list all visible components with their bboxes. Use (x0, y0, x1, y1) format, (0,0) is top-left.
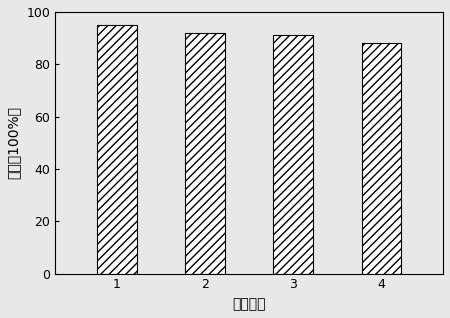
X-axis label: 循环次数: 循环次数 (232, 297, 266, 311)
Bar (185, 33, 225, 273)
Bar (361, 43, 401, 273)
Y-axis label: 得率（100%）: 得率（100%） (7, 106, 21, 179)
Bar (97, 25, 137, 273)
Bar (274, 36, 313, 273)
